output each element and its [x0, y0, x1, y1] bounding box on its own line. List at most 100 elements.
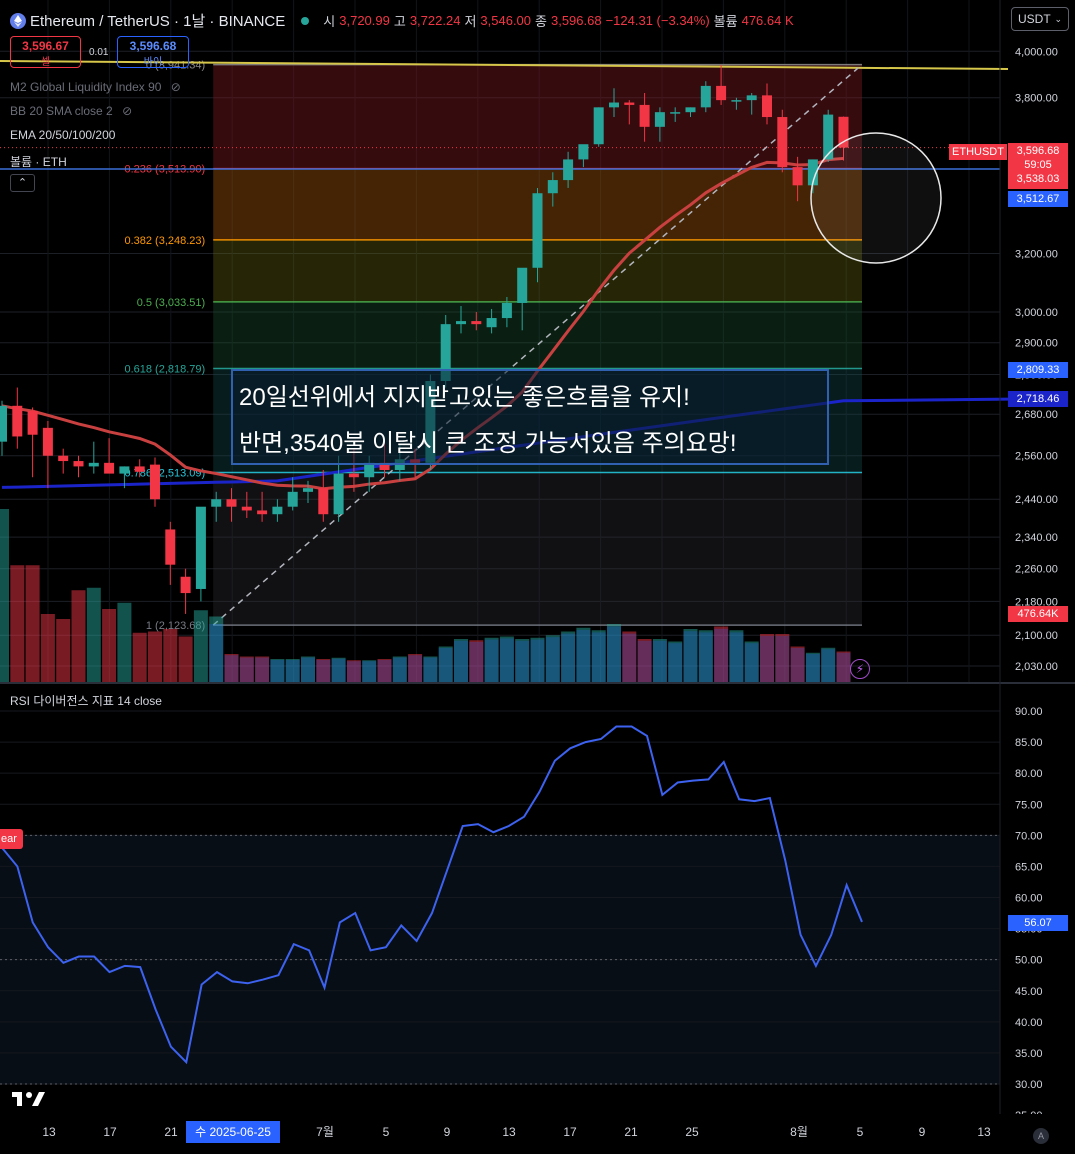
countdown-value: 59:05	[1024, 159, 1052, 171]
candle-body	[287, 491, 298, 507]
volume-bar	[454, 639, 468, 684]
fib-zone	[213, 472, 862, 626]
chevron-down-icon: ⌄	[1054, 14, 1062, 24]
volume-bar	[301, 656, 315, 684]
volume-overlay-bar	[652, 640, 667, 684]
volume-bar	[637, 639, 652, 684]
volume-overlay-bar	[698, 632, 713, 684]
volume-overlay-bar	[484, 639, 499, 684]
buy-button[interactable]: 3,596.68 바이	[117, 36, 189, 68]
volume-bar	[224, 654, 239, 684]
legend-volume[interactable]: 볼륨 · ETH	[10, 153, 67, 170]
volume-bar	[148, 631, 162, 684]
currency-select[interactable]: USDT ⌄	[1011, 7, 1069, 31]
candle-body	[563, 159, 574, 181]
candle-body	[104, 462, 115, 474]
volume-overlay-bar	[805, 654, 820, 684]
time-axis-background	[0, 1114, 1075, 1154]
legend-m2[interactable]: M2 Global Liquidity Index 90 ⊘	[10, 80, 181, 94]
volume-bar	[25, 565, 40, 684]
volume-bar	[836, 651, 851, 684]
volume-bar	[0, 509, 9, 684]
candle-body	[12, 405, 23, 437]
y-tick-label: 2,180.00	[1015, 596, 1058, 608]
volume-bar	[729, 630, 744, 684]
candle-body	[333, 473, 344, 515]
volume-bar	[668, 641, 683, 684]
volume-overlay-bar	[714, 628, 729, 684]
eye-hidden-icon[interactable]: ⊘	[122, 104, 133, 118]
candle-body	[195, 506, 206, 589]
candle-body	[609, 102, 619, 108]
volume-bar	[10, 565, 25, 684]
fib-level-tag: 3,512.67	[1008, 191, 1068, 207]
fib-zone	[213, 64, 862, 169]
candle-body	[119, 466, 130, 474]
buy-label: 바이	[143, 57, 163, 68]
volume-overlay-bar	[346, 661, 361, 684]
auto-scale-button[interactable]: A	[1033, 1128, 1049, 1144]
volume-overlay-bar	[392, 657, 407, 684]
candle-body	[165, 529, 176, 565]
candle-body	[501, 302, 512, 319]
legend-ema[interactable]: EMA 20/50/100/200	[10, 128, 115, 142]
lightning-icon[interactable]: ⚡	[850, 659, 870, 679]
volume-overlay-bar	[591, 632, 606, 684]
y-tick-label: 2,030.00	[1015, 661, 1058, 673]
eye-hidden-icon[interactable]: ⊘	[170, 80, 181, 94]
candle-body	[486, 318, 497, 328]
tradingview-logo-icon[interactable]	[12, 1090, 46, 1108]
rsi-chart[interactable]: 90.0085.0080.0075.0070.0065.0060.0055.00…	[0, 684, 1075, 1154]
candle-body	[134, 466, 145, 472]
rsi-y-tick-label: 80.00	[1015, 768, 1043, 780]
volume-bar	[469, 640, 484, 684]
candle-body	[624, 102, 635, 105]
annotation-line-2: 반면,3540불 이탈시 큰 조정 가능서있음 주의요망!	[239, 430, 737, 457]
candle-body	[532, 193, 543, 268]
x-tick-label: 5	[857, 1125, 864, 1139]
candle-body	[823, 114, 834, 160]
symbol-title[interactable]: Ethereum / TetherUS · 1날 · BINANCE	[30, 13, 286, 30]
candle-body	[58, 455, 69, 462]
sell-button[interactable]: 3,596.67 셀	[10, 36, 81, 68]
candle-body	[0, 405, 7, 442]
annotation-textbox[interactable]: 20일선위에서 지지받고있는 좋은흐름을 유지! 반면,3540불 이탈시 큰 …	[231, 369, 829, 465]
volume-overlay-bar	[836, 652, 851, 684]
volume-bar	[622, 631, 637, 684]
rsi-y-tick-label: 75.00	[1015, 799, 1043, 811]
volume-overlay-bar	[622, 633, 637, 684]
volume-bar	[607, 624, 621, 684]
candle-body	[517, 267, 528, 303]
legend-m2-label: M2 Global Liquidity Index 90	[10, 80, 162, 94]
volume-bar	[760, 634, 774, 684]
spread-value: 0.01	[89, 47, 109, 58]
volume-overlay-bar	[637, 640, 652, 684]
market-status-icon	[301, 16, 310, 25]
currency-select-label: USDT	[1018, 12, 1051, 26]
volume-bar	[515, 639, 530, 684]
rsi-title[interactable]: RSI 다이버전스 지표 14 close	[10, 694, 162, 708]
price-chart[interactable]: 4,000.00 3,800.00 3,200.00 3,000.00 2,900.00…	[0, 0, 1075, 684]
rsi-background	[0, 684, 1075, 1154]
candle-body	[807, 159, 818, 186]
volume-bar	[255, 656, 270, 684]
legend-bb-label: BB 20 SMA close 2	[10, 104, 113, 118]
rsi-y-tick-label: 45.00	[1015, 986, 1043, 998]
volume-overlay-bar	[683, 631, 698, 684]
sell-label: 셀	[40, 57, 51, 68]
volume-bar	[40, 614, 55, 684]
candle-body	[303, 488, 313, 492]
volume-overlay-bar	[362, 661, 377, 684]
volume-overlay-bar	[668, 643, 683, 684]
collapse-legend-button[interactable]: ⌃	[10, 174, 35, 192]
volume-bar	[790, 646, 805, 684]
volume-bar	[346, 660, 361, 684]
y-tick-label: 2,440.00	[1015, 494, 1058, 506]
legend-bb[interactable]: BB 20 SMA close 2 ⊘	[10, 104, 132, 118]
candle-body	[73, 461, 84, 467]
volume-overlay-bar	[239, 657, 254, 684]
bear-divergence-label: ear	[0, 829, 23, 849]
volume-overlay-bar	[423, 657, 438, 684]
volume-bar	[683, 629, 698, 684]
candle-body	[654, 112, 665, 127]
